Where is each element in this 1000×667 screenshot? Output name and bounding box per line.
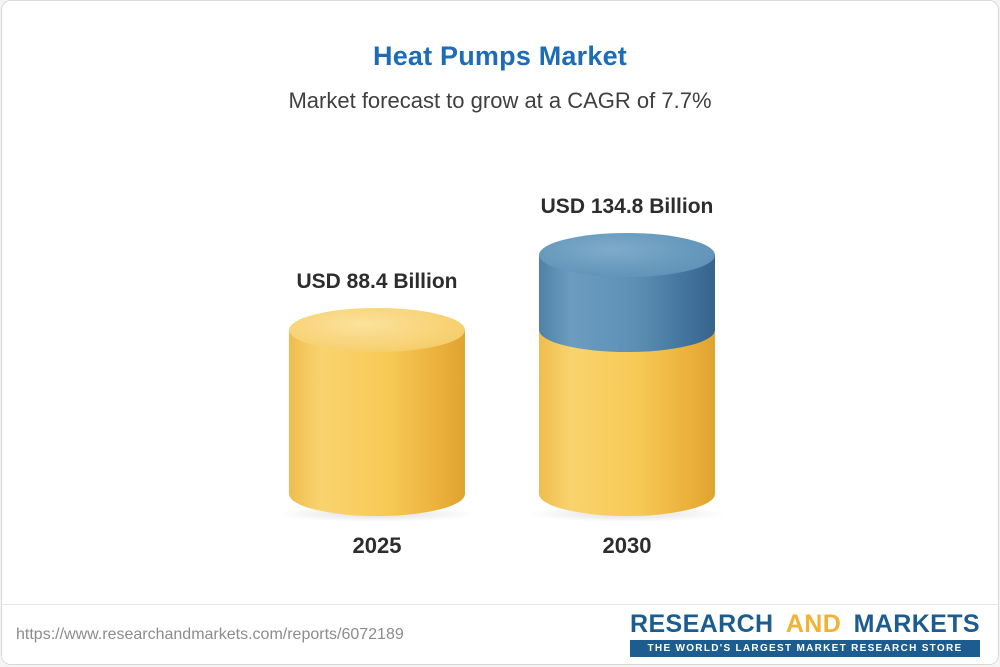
value-label-2030: USD 134.8 Billion — [540, 194, 714, 218]
chart-title: Heat Pumps Market — [373, 41, 627, 71]
bar-group-2025: USD 88.4 Billion — [289, 270, 465, 516]
research-and-markets-logo: RESEARCH AND MARKETS THE WORLD'S LARGEST… — [629, 612, 980, 657]
cylinder-body-2025 — [289, 330, 465, 516]
logo-tagline: THE WORLD'S LARGEST MARKET RESEARCH STOR… — [629, 640, 980, 657]
year-label-2030: 2030 — [602, 533, 652, 558]
logo-word-markets: MARKETS — [853, 610, 980, 638]
cylinder-2025 — [289, 308, 465, 516]
chart-subtitle: Market forecast to grow at a CAGR of 7.7… — [288, 88, 712, 113]
cylinder-cap-2025 — [289, 308, 465, 353]
logo-word-and: AND — [785, 610, 842, 638]
logo-wordmark: RESEARCH AND MARKETS — [630, 612, 980, 637]
logo-word-research: RESEARCH — [629, 610, 774, 638]
report-url-link[interactable]: https://www.researchandmarkets.com/repor… — [16, 625, 404, 643]
year-label-2025: 2025 — [352, 533, 402, 558]
cylinder-cap-2030 — [539, 232, 715, 277]
cylinder-2030 — [539, 232, 715, 516]
value-label-2025: USD 88.4 Billion — [296, 270, 458, 294]
footer: https://www.researchandmarkets.com/repor… — [2, 604, 998, 664]
chart-area: USD 88.4 Billion USD 134.8 Billion 2025 … — [2, 128, 998, 606]
cylinder-base-segment-2030 — [539, 330, 715, 516]
bar-group-2030: USD 134.8 Billion — [539, 195, 715, 516]
chart-header: Heat Pumps Market Market forecast to gro… — [2, 1, 998, 128]
